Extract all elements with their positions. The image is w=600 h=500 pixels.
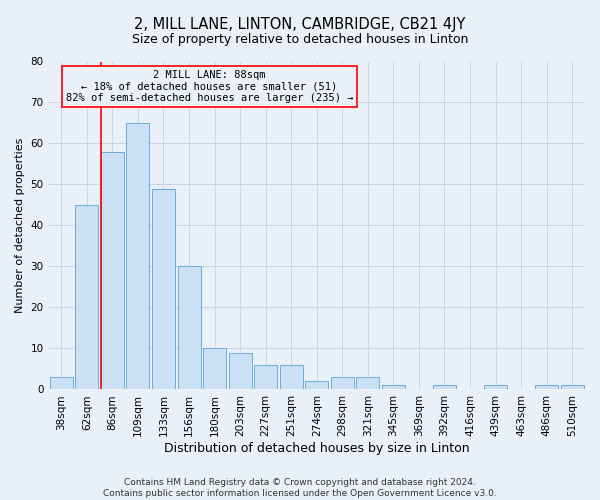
Text: 2 MILL LANE: 88sqm
← 18% of detached houses are smaller (51)
82% of semi-detache: 2 MILL LANE: 88sqm ← 18% of detached hou… (66, 70, 353, 103)
Bar (356, 377, 379, 390)
Bar (50, 377, 73, 390)
Text: Contains HM Land Registry data © Crown copyright and database right 2024.
Contai: Contains HM Land Registry data © Crown c… (103, 478, 497, 498)
Bar (254, 365, 277, 390)
Y-axis label: Number of detached properties: Number of detached properties (15, 138, 25, 313)
Bar (203, 348, 226, 390)
Text: 2, MILL LANE, LINTON, CAMBRIDGE, CB21 4JY: 2, MILL LANE, LINTON, CAMBRIDGE, CB21 4J… (134, 18, 466, 32)
Bar (382, 386, 405, 390)
Bar (76, 205, 98, 390)
X-axis label: Distribution of detached houses by size in Linton: Distribution of detached houses by size … (164, 442, 470, 455)
Bar (561, 386, 584, 390)
Bar (127, 123, 149, 390)
Bar (229, 352, 251, 390)
Bar (331, 377, 354, 390)
Bar (535, 386, 558, 390)
Bar (484, 386, 507, 390)
Bar (280, 365, 303, 390)
Bar (305, 382, 328, 390)
Bar (178, 266, 200, 390)
Bar (433, 386, 456, 390)
Bar (152, 188, 175, 390)
Text: Size of property relative to detached houses in Linton: Size of property relative to detached ho… (132, 32, 468, 46)
Bar (101, 152, 124, 390)
